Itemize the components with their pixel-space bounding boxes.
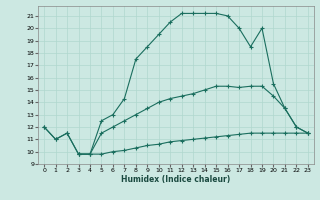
X-axis label: Humidex (Indice chaleur): Humidex (Indice chaleur) bbox=[121, 175, 231, 184]
